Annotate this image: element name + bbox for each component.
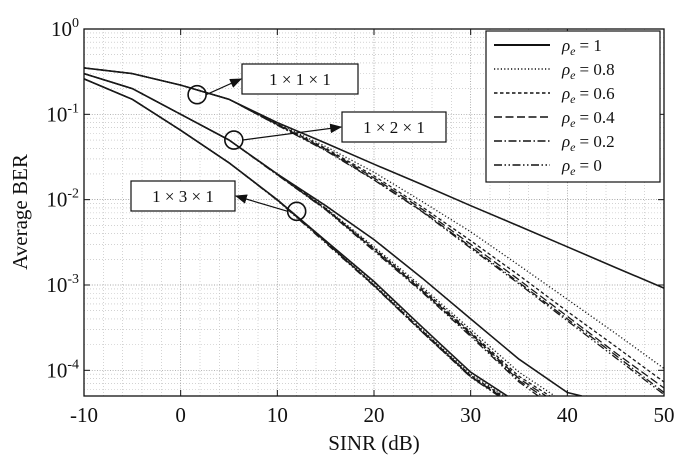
annotation-label: 1 × 1 × 1 (269, 70, 331, 89)
tick-marks (83, 28, 665, 396)
annotation-arrow (242, 123, 343, 141)
x-tick-labels: -10 0 10 20 30 40 50 (70, 403, 675, 427)
y-tick-label: 100 (51, 16, 79, 41)
series-line (84, 67, 664, 396)
y-axis-title: Average BER (8, 154, 32, 270)
annotation-box (241, 63, 359, 95)
x-axis-title: SINR (dB) (328, 431, 420, 455)
annotation-label: 1 × 3 × 1 (152, 187, 214, 206)
y-tick-labels: 100 10-1 10-2 10-3 10-4 (46, 16, 79, 382)
y-tick-label: 10-2 (46, 187, 79, 212)
x-tick-label: 50 (654, 403, 675, 427)
x-tick-label: 40 (557, 403, 578, 427)
annotations: 1 × 1 × 1 1 × 2 × 1 1 × 3 × 1 (130, 63, 447, 222)
annotation-box (341, 111, 447, 143)
legend-label: ρe = 0.4 (561, 108, 615, 130)
legend-box (485, 30, 661, 183)
series-line (84, 78, 500, 396)
y-tick-label: 10-4 (46, 357, 79, 382)
annotation-arrow (205, 78, 243, 96)
series-group (84, 67, 664, 396)
series-layer (84, 67, 664, 396)
series-group (84, 78, 508, 396)
y-tick-label: 10-3 (46, 272, 79, 297)
x-tick-label: 30 (460, 403, 481, 427)
legend-label: ρe = 0.2 (561, 132, 615, 154)
series-group (84, 72, 582, 396)
x-tick-label: -10 (70, 403, 98, 427)
x-tick-label: 20 (364, 403, 385, 427)
series-line (84, 72, 539, 396)
y-tick-label: 10-1 (46, 101, 79, 126)
legend-label: ρe = 1 (561, 36, 602, 58)
x-tick-label: 10 (267, 403, 288, 427)
legend-label: ρe = 0 (561, 156, 602, 178)
annotation-label: 1 × 2 × 1 (363, 118, 425, 137)
legend-label: ρe = 0.8 (561, 60, 615, 82)
legend-label: ρe = 0.6 (561, 84, 615, 106)
legend: ρe = 1ρe = 0.8ρe = 0.6ρe = 0.4ρe = 0.2ρe = 0 (485, 30, 661, 183)
x-tick-label: 0 (175, 403, 186, 427)
annotation-box (130, 180, 236, 212)
annotation-arrow (234, 194, 288, 212)
series-line (84, 78, 505, 396)
